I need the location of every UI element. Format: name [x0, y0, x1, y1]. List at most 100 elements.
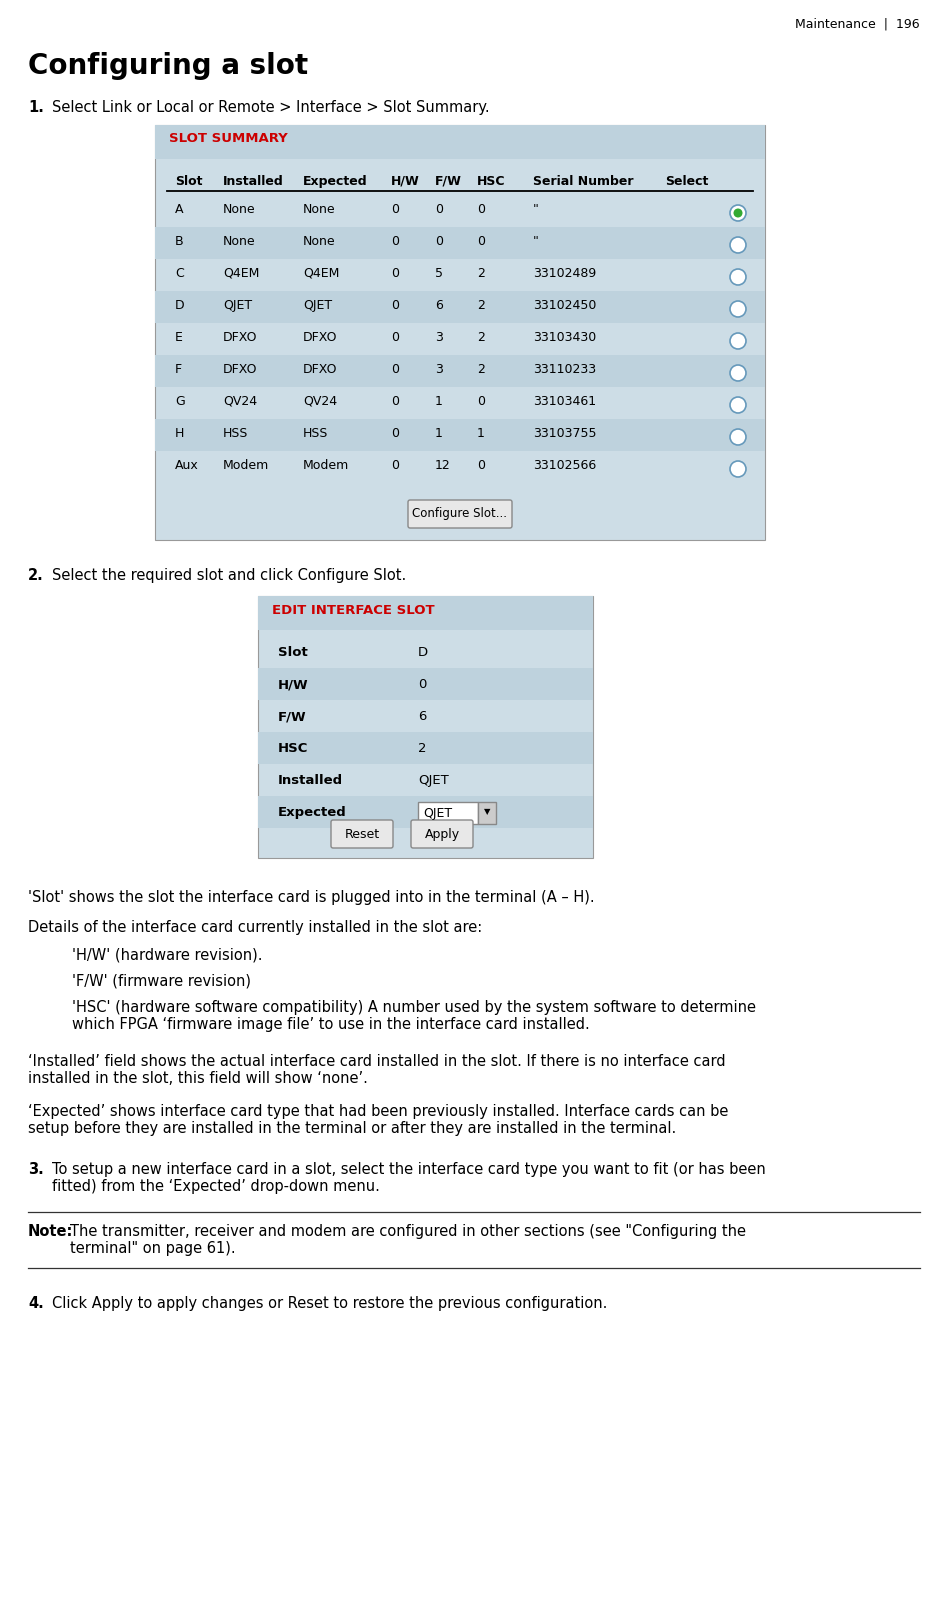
Text: Slot: Slot [175, 175, 203, 188]
Text: 0: 0 [391, 426, 399, 439]
Text: Details of the interface card currently installed in the slot are:: Details of the interface card currently … [28, 920, 483, 935]
FancyBboxPatch shape [411, 821, 473, 848]
Text: 2: 2 [477, 330, 484, 345]
Text: C: C [175, 268, 184, 281]
Text: None: None [223, 236, 256, 248]
Text: B: B [175, 236, 184, 248]
Text: Select the required slot and click Configure Slot.: Select the required slot and click Confi… [52, 567, 407, 583]
Text: D: D [418, 646, 428, 659]
Text: 'Slot' shows the slot the interface card is plugged into in the terminal (A – H): 'Slot' shows the slot the interface card… [28, 890, 594, 906]
Text: ": " [533, 236, 538, 248]
Text: Installed: Installed [278, 774, 343, 787]
Text: Select Link or Local or Remote > Interface > Slot Summary.: Select Link or Local or Remote > Interfa… [52, 99, 489, 115]
Text: QJET: QJET [303, 300, 332, 313]
FancyBboxPatch shape [258, 596, 593, 858]
Circle shape [730, 269, 746, 285]
Text: 2: 2 [477, 300, 484, 313]
FancyBboxPatch shape [478, 802, 496, 824]
Circle shape [730, 462, 746, 478]
Text: 'H/W' (hardware revision).: 'H/W' (hardware revision). [72, 947, 263, 963]
Text: 'F/W' (firmware revision): 'F/W' (firmware revision) [72, 975, 251, 989]
Text: 3: 3 [435, 362, 443, 377]
Text: 33110233: 33110233 [533, 362, 596, 377]
FancyBboxPatch shape [155, 228, 765, 260]
Text: HSC: HSC [477, 175, 505, 188]
FancyBboxPatch shape [258, 596, 593, 630]
Text: Expected: Expected [278, 806, 347, 819]
Text: 5: 5 [435, 268, 443, 281]
Text: QV24: QV24 [303, 394, 337, 409]
Circle shape [734, 208, 742, 218]
Text: To setup a new interface card in a slot, select the interface card type you want: To setup a new interface card in a slot,… [52, 1162, 766, 1194]
Text: 0: 0 [391, 458, 399, 471]
Text: 33103461: 33103461 [533, 394, 596, 409]
Text: Select: Select [665, 175, 708, 188]
Text: 33102566: 33102566 [533, 458, 596, 471]
Text: 0: 0 [435, 236, 443, 248]
Text: 0: 0 [391, 268, 399, 281]
Text: 3: 3 [435, 330, 443, 345]
Text: 0: 0 [391, 236, 399, 248]
FancyBboxPatch shape [155, 125, 765, 159]
Text: None: None [303, 236, 336, 248]
Text: Maintenance  |  196: Maintenance | 196 [795, 18, 920, 30]
Text: HSC: HSC [278, 742, 308, 755]
Circle shape [730, 398, 746, 414]
Text: Configuring a slot: Configuring a slot [28, 51, 308, 80]
Text: Configure Slot...: Configure Slot... [412, 507, 507, 519]
Circle shape [730, 430, 746, 446]
Text: Expected: Expected [303, 175, 368, 188]
FancyBboxPatch shape [155, 354, 765, 386]
Circle shape [730, 205, 746, 221]
Text: 0: 0 [435, 204, 443, 216]
Text: QJET: QJET [418, 774, 448, 787]
Text: Modem: Modem [303, 458, 349, 471]
Text: Note:: Note: [28, 1225, 73, 1239]
Text: 0: 0 [391, 362, 399, 377]
Text: 0: 0 [477, 394, 485, 409]
Text: 0: 0 [418, 678, 427, 691]
Text: DFXO: DFXO [303, 362, 337, 377]
Text: H/W: H/W [278, 678, 309, 691]
Text: Slot: Slot [278, 646, 308, 659]
Text: F: F [175, 362, 182, 377]
Text: 3.: 3. [28, 1162, 44, 1177]
Text: Q4EM: Q4EM [223, 268, 260, 281]
FancyBboxPatch shape [331, 821, 393, 848]
Text: The transmitter, receiver and modem are configured in other sections (see "Confi: The transmitter, receiver and modem are … [70, 1225, 746, 1257]
FancyBboxPatch shape [258, 733, 593, 765]
Text: Installed: Installed [223, 175, 283, 188]
Text: 2: 2 [477, 268, 484, 281]
Text: 33103755: 33103755 [533, 426, 596, 439]
Text: 6: 6 [435, 300, 443, 313]
Text: ▼: ▼ [483, 806, 490, 816]
Circle shape [730, 237, 746, 253]
Text: SLOT SUMMARY: SLOT SUMMARY [169, 131, 288, 144]
Text: E: E [175, 330, 183, 345]
Text: Q4EM: Q4EM [303, 268, 339, 281]
Text: ‘Expected’ shows interface card type that had been previously installed. Interfa: ‘Expected’ shows interface card type tha… [28, 1104, 728, 1137]
Text: DFXO: DFXO [303, 330, 337, 345]
Circle shape [730, 333, 746, 349]
FancyBboxPatch shape [155, 418, 765, 450]
Text: QJET: QJET [223, 300, 252, 313]
Text: G: G [175, 394, 185, 409]
Text: 33102489: 33102489 [533, 268, 596, 281]
Text: 12: 12 [435, 458, 450, 471]
Text: F/W: F/W [278, 710, 306, 723]
FancyBboxPatch shape [155, 125, 765, 540]
Text: 33103430: 33103430 [533, 330, 596, 345]
Text: HSS: HSS [303, 426, 328, 439]
Text: DFXO: DFXO [223, 330, 258, 345]
Text: Modem: Modem [223, 458, 269, 471]
Text: DFXO: DFXO [223, 362, 258, 377]
Text: ‘Installed’ field shows the actual interface card installed in the slot. If ther: ‘Installed’ field shows the actual inter… [28, 1055, 725, 1087]
Text: None: None [223, 204, 256, 216]
Text: Click Apply to apply changes or Reset to restore the previous configuration.: Click Apply to apply changes or Reset to… [52, 1295, 608, 1311]
FancyBboxPatch shape [418, 802, 478, 824]
Text: 0: 0 [477, 236, 485, 248]
Text: F/W: F/W [435, 175, 462, 188]
Text: Apply: Apply [425, 829, 460, 842]
Circle shape [730, 301, 746, 317]
Text: 1.: 1. [28, 99, 44, 115]
